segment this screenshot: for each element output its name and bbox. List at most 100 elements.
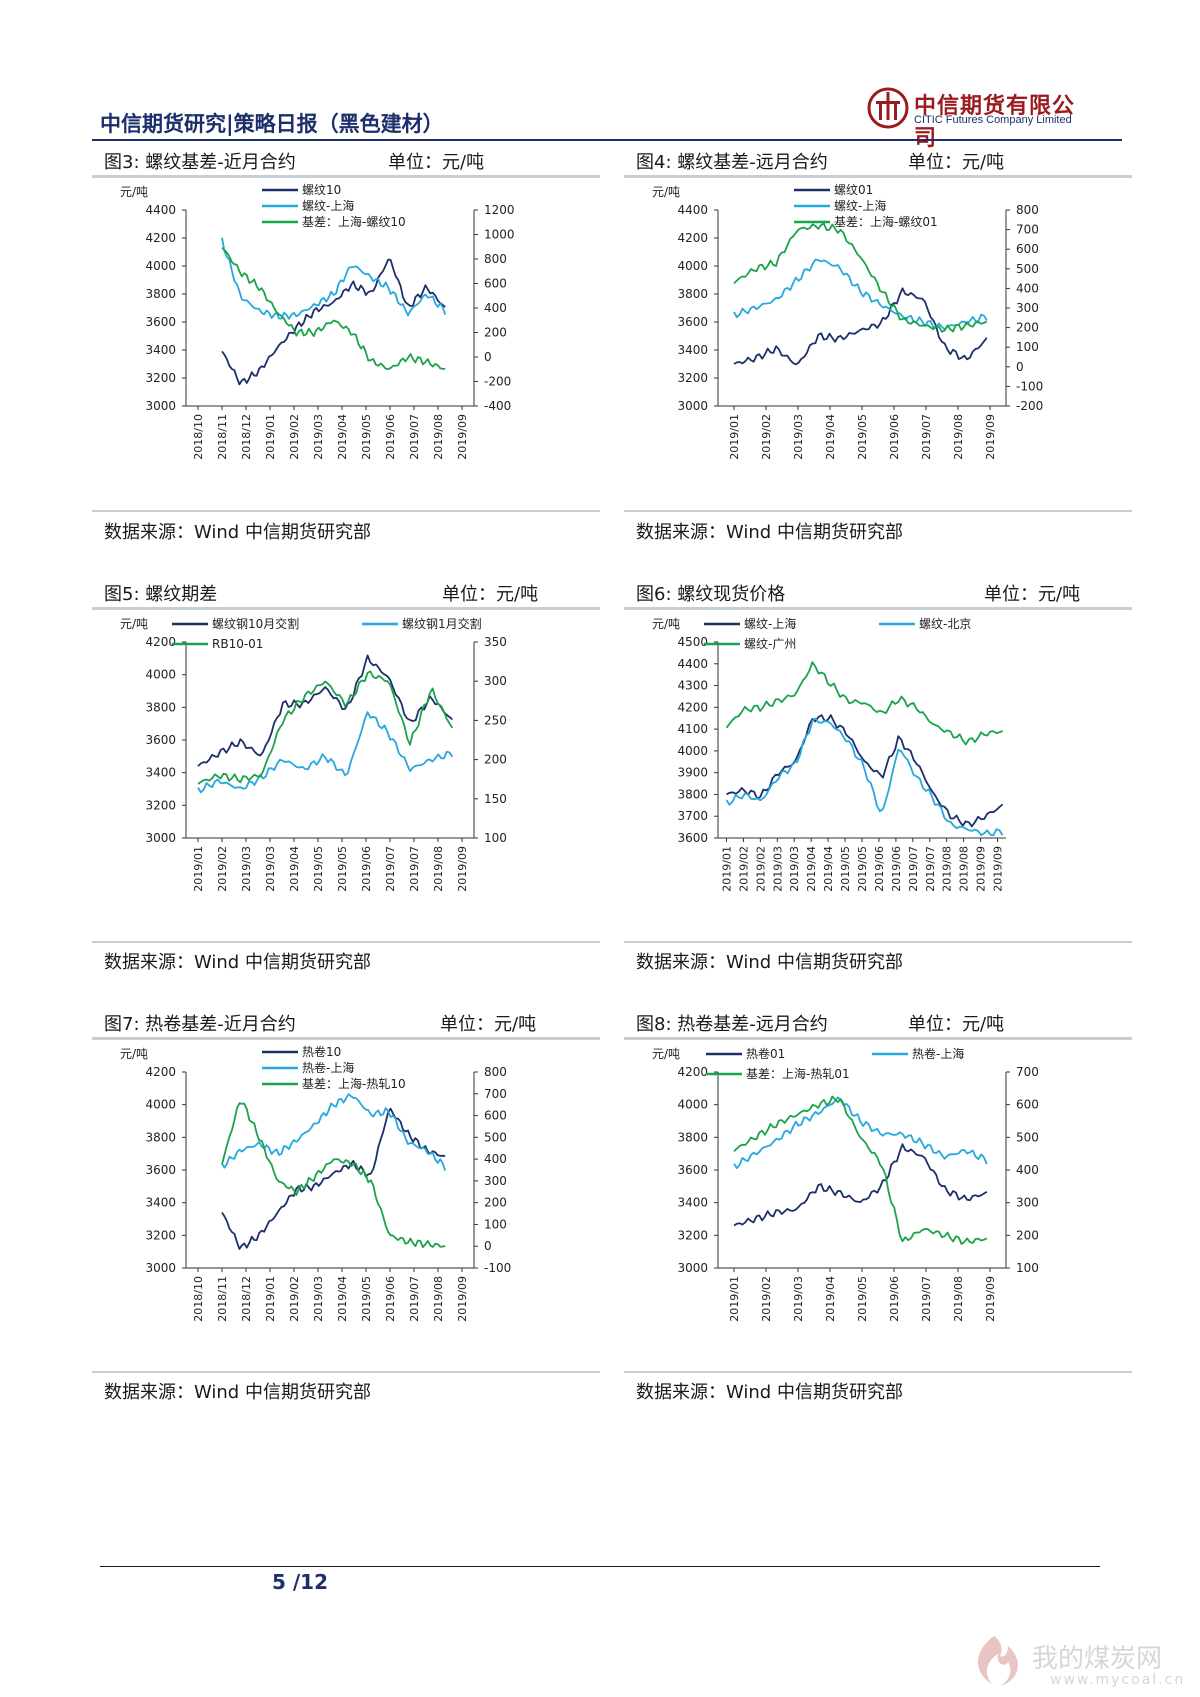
x-tick-label: 2019/08 bbox=[941, 846, 954, 892]
watermark: 我的煤炭网 www.mycoal.cn bbox=[960, 1636, 1190, 1693]
legend-label: 螺纹-北京 bbox=[919, 617, 971, 631]
y-tick-label: 3400 bbox=[145, 1196, 176, 1210]
x-tick-label: 2019/09 bbox=[456, 414, 469, 460]
y2-tick-label: 100 bbox=[484, 831, 507, 845]
y2-tick-label: 100 bbox=[1016, 1261, 1039, 1275]
chart-svg: 元/吨 3600 3700 3800 3900 4000 4100 4200 4300 4400 4… bbox=[652, 616, 1006, 892]
y-tick-label: 3800 bbox=[145, 287, 176, 301]
x-tick-label: 2019/02 bbox=[760, 1276, 773, 1322]
legend-label: 热卷-上海 bbox=[912, 1046, 964, 1061]
figure-8-chart: 元/吨 3000 3200 3400 3600 3800 4000 4200 100 200 300… bbox=[624, 1042, 1132, 1371]
y2-tick-label: -200 bbox=[1016, 399, 1043, 413]
legend-label: 基差：上海-螺纹10 bbox=[302, 214, 406, 229]
figure-4-source: 数据来源：Wind 中信期货研究部 bbox=[636, 522, 903, 543]
x-tick-label: 2019/08 bbox=[952, 414, 965, 460]
y-tick-label: 3600 bbox=[145, 733, 176, 747]
x-tick-label: 2019/03 bbox=[312, 1276, 325, 1322]
y2-tick-label: 300 bbox=[484, 674, 507, 688]
y-tick-label: 4000 bbox=[677, 744, 708, 758]
y-tick-label: 4500 bbox=[677, 635, 708, 649]
series-line-1 bbox=[221, 237, 447, 320]
x-tick-label: 2019/07 bbox=[384, 846, 397, 892]
x-tick-label: 2019/07 bbox=[920, 414, 933, 460]
series-line-0 bbox=[221, 1107, 446, 1250]
figure-7-unit: 单位：元/吨 bbox=[440, 1014, 537, 1035]
figure-4-bottom-rule bbox=[624, 510, 1132, 512]
page-number: 5 /12 bbox=[272, 1570, 329, 1594]
y2-tick-label: 100 bbox=[1016, 340, 1039, 354]
y2-tick-label: 600 bbox=[484, 1109, 507, 1123]
y-tick-label: 3800 bbox=[677, 1130, 708, 1144]
y2-tick-label: 200 bbox=[484, 753, 507, 767]
y-tick-label: 4100 bbox=[677, 722, 708, 736]
header-divider bbox=[92, 139, 1122, 141]
y-axis-label: 元/吨 bbox=[652, 1047, 680, 1061]
x-tick-label: 2019/05 bbox=[312, 846, 325, 892]
x-tick-label: 2019/03 bbox=[771, 846, 784, 892]
series-line-1 bbox=[733, 1096, 988, 1169]
figure-8-title: 图8: 热卷基差-远月合约 bbox=[636, 1014, 828, 1035]
x-tick-label: 2019/03 bbox=[240, 846, 253, 892]
figure-6-chart: 元/吨 3600 3700 3800 3900 4000 4100 4200 4300 4400 4… bbox=[624, 612, 1132, 941]
citic-logo-icon bbox=[867, 87, 909, 129]
series-line-0 bbox=[733, 1143, 988, 1227]
y-tick-label: 4200 bbox=[145, 1065, 176, 1079]
flame-logo-icon bbox=[977, 1636, 1018, 1686]
y-axis-label: 元/吨 bbox=[652, 185, 680, 199]
x-tick-label: 2019/01 bbox=[264, 414, 277, 460]
figure-3-unit: 单位：元/吨 bbox=[388, 152, 485, 173]
figure-5-chart: 元/吨 3000 3200 3400 3600 3800 4000 4200 100 150 200… bbox=[92, 612, 600, 941]
y2-tick-label: -100 bbox=[1016, 379, 1043, 393]
series-line-2 bbox=[725, 661, 1003, 746]
y2-tick-label: 200 bbox=[1016, 1228, 1039, 1242]
y-tick-label: 4000 bbox=[145, 1098, 176, 1112]
logo-english-name: CITIC Futures Company Limited bbox=[914, 114, 1072, 126]
x-tick-label: 2019/05 bbox=[360, 414, 373, 460]
figure-3-bottom-rule bbox=[92, 510, 600, 512]
y2-tick-label: -200 bbox=[484, 375, 511, 389]
legend-label: 基差：上海-热轧10 bbox=[302, 1076, 406, 1091]
x-tick-label: 2019/01 bbox=[728, 414, 741, 460]
y-tick-label: 3200 bbox=[145, 798, 176, 812]
series-line-2 bbox=[733, 1095, 988, 1245]
series-line-2 bbox=[221, 1102, 446, 1249]
x-tick-label: 2019/05 bbox=[360, 1276, 373, 1322]
figure-3-chart: 元/吨 3000 3200 3400 3600 3800 4000 4200 4400 -400-… bbox=[92, 180, 600, 509]
legend-label: 螺纹钢1月交割 bbox=[402, 616, 482, 631]
x-tick-label: 2019/04 bbox=[336, 1276, 349, 1322]
y2-tick-label: 800 bbox=[484, 252, 507, 266]
x-tick-label: 2019/08 bbox=[432, 846, 445, 892]
figure-8-source: 数据来源：Wind 中信期货研究部 bbox=[636, 1382, 903, 1403]
y-tick-label: 3000 bbox=[145, 831, 176, 845]
x-tick-label: 2019/04 bbox=[288, 846, 301, 892]
x-tick-label: 2019/09 bbox=[456, 1276, 469, 1322]
legend-label: 螺纹-上海 bbox=[744, 616, 796, 631]
y2-tick-label: 300 bbox=[1016, 301, 1039, 315]
y2-tick-label: 800 bbox=[1016, 203, 1039, 217]
y2-tick-label: 200 bbox=[1016, 321, 1039, 335]
y2-tick-label: 350 bbox=[484, 635, 507, 649]
y2-tick-label: 0 bbox=[1016, 360, 1024, 374]
figure-7-title: 图7: 热卷基差-近月合约 bbox=[104, 1014, 296, 1035]
legend-label: 螺纹01 bbox=[834, 183, 873, 197]
series-line-1 bbox=[197, 711, 454, 794]
y-tick-label: 4200 bbox=[677, 1065, 708, 1079]
y2-tick-label: 250 bbox=[484, 713, 507, 727]
series-line-0 bbox=[221, 258, 446, 386]
x-tick-label: 2019/05 bbox=[856, 846, 869, 892]
figure-7-source: 数据来源：Wind 中信期货研究部 bbox=[104, 1382, 371, 1403]
footer-divider bbox=[100, 1566, 1100, 1567]
chart-svg: 元/吨30003200340036003800400042004400-400-… bbox=[120, 183, 515, 460]
y-tick-label: 3600 bbox=[677, 315, 708, 329]
figure-6-bottom-rule bbox=[624, 941, 1132, 943]
series-line-1 bbox=[725, 717, 1004, 837]
y2-tick-label: 600 bbox=[1016, 242, 1039, 256]
series-line-0 bbox=[726, 714, 1004, 828]
y2-tick-label: 1200 bbox=[484, 203, 515, 217]
x-tick-label: 2019/01 bbox=[264, 1276, 277, 1322]
figure-4-title: 图4: 螺纹基差-远月合约 bbox=[636, 152, 828, 173]
y2-tick-label: 700 bbox=[484, 1087, 507, 1101]
y2-tick-label: 700 bbox=[1016, 223, 1039, 237]
series-line-2 bbox=[197, 670, 454, 785]
x-tick-label: 2018/10 bbox=[192, 1276, 205, 1322]
